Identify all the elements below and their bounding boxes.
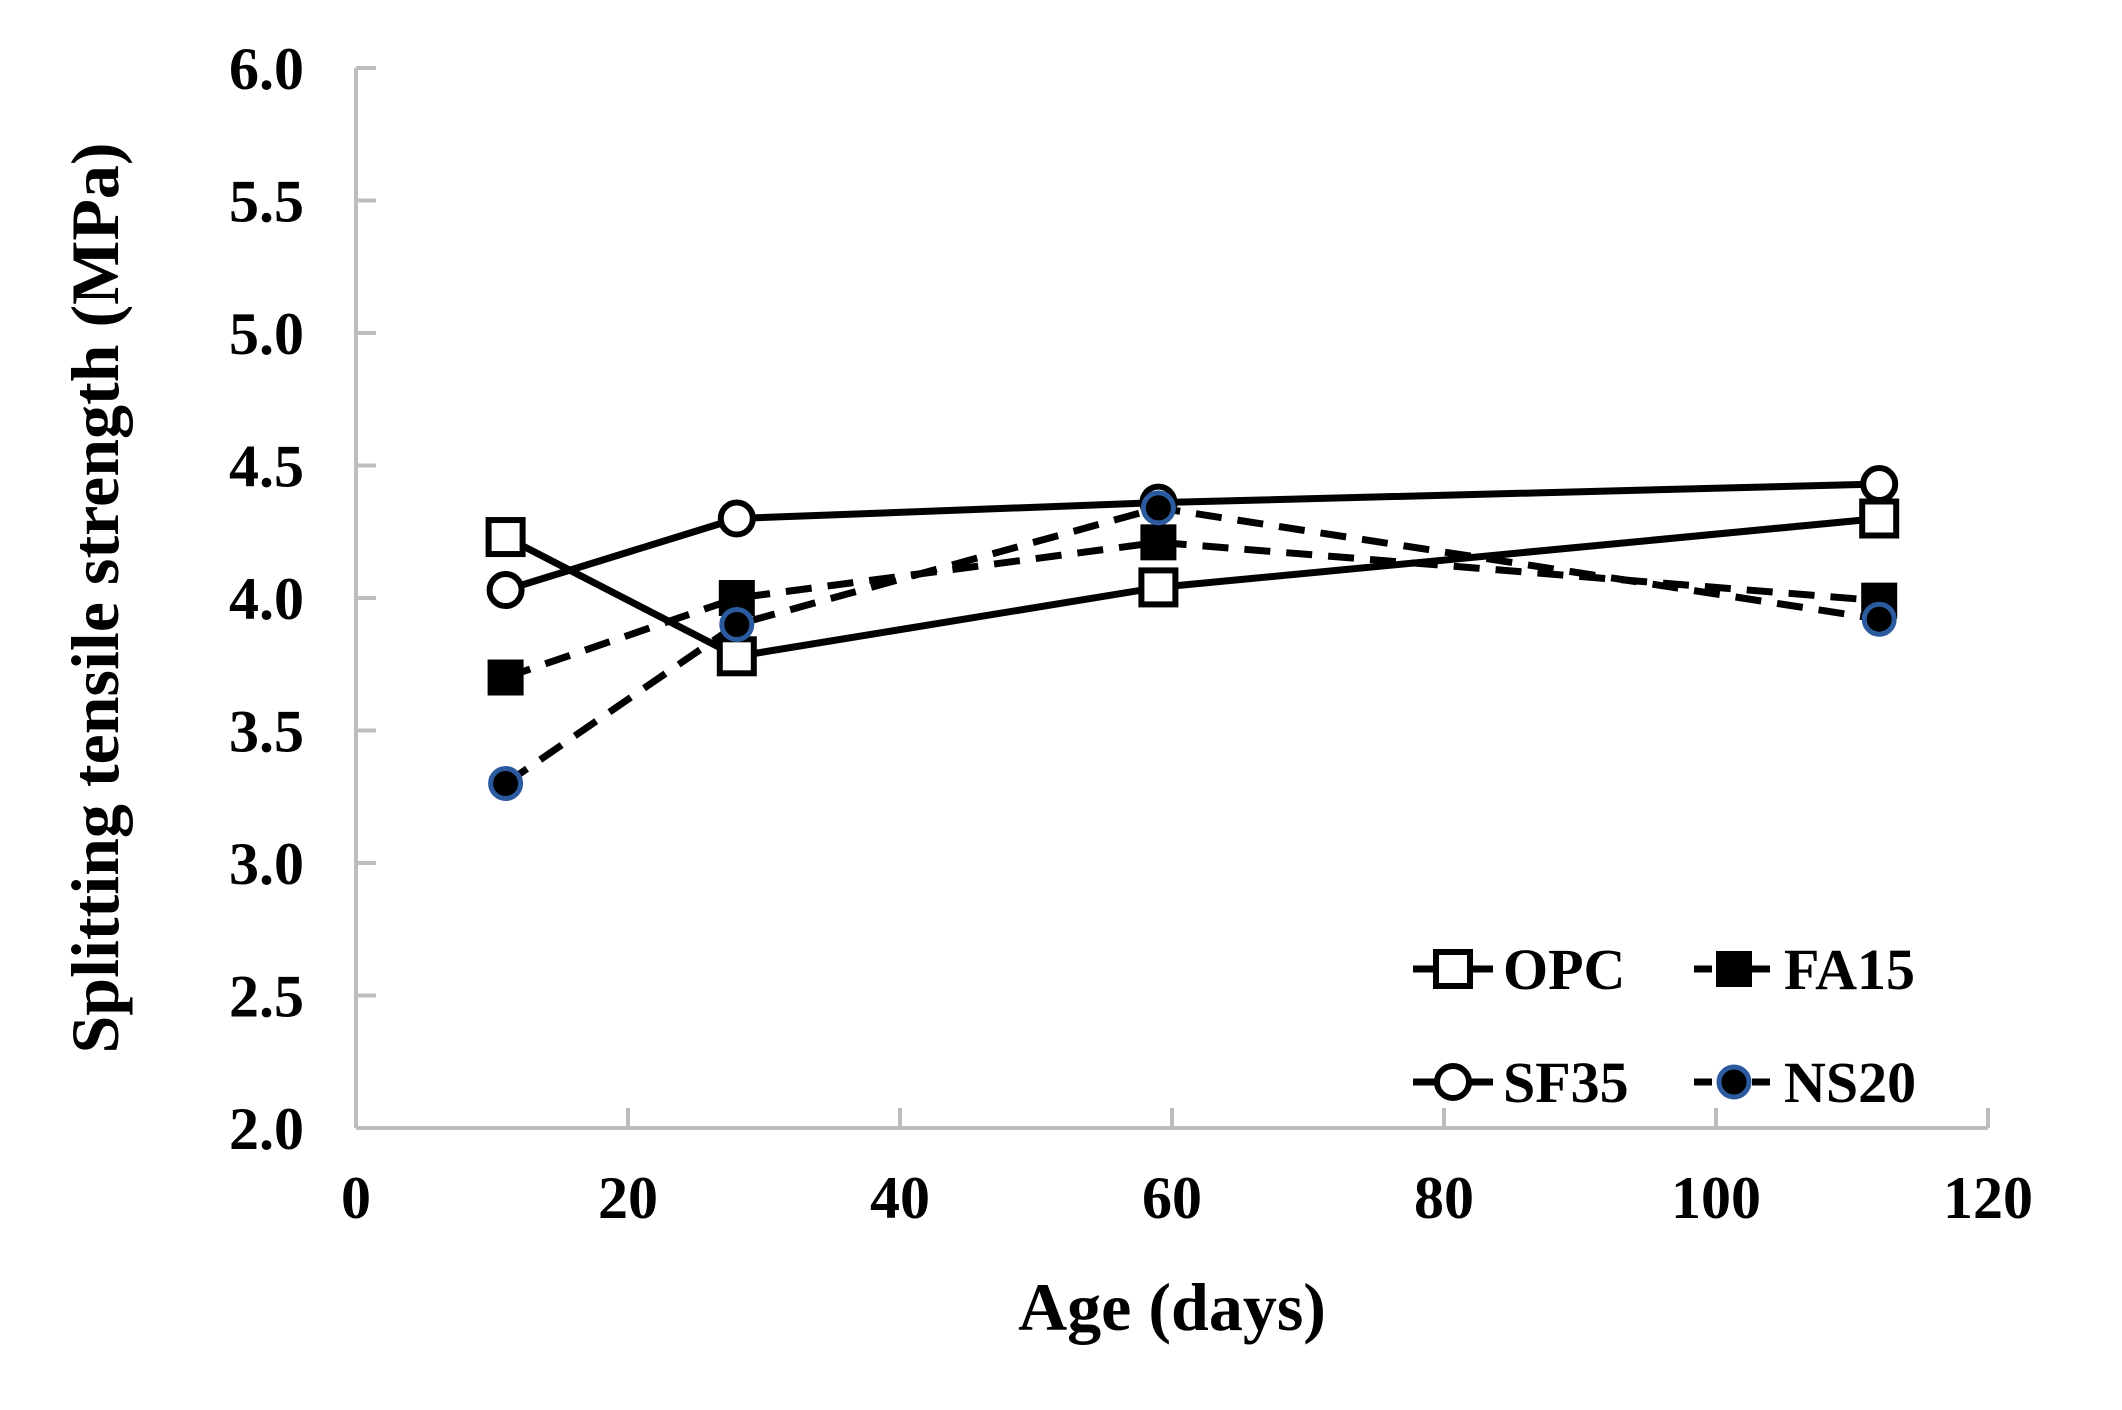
tick-labels: 2.0 2.5 3.0 3.5 4.0 4.5 5.0 5.5 6.0 0 20 40 60 80 100 1… — [229, 36, 2033, 1231]
sf35-marker-open-circle-icon — [717, 499, 756, 538]
series-fa15 — [487, 524, 1898, 696]
opc-marker-open-square-icon — [716, 636, 757, 677]
x-tick-label: 20 — [598, 1165, 658, 1231]
legend-label-fa15: FA15 — [1784, 937, 1915, 1002]
x-tick-label: 120 — [1943, 1165, 2033, 1231]
ns20-marker-filled-circle-icon — [719, 607, 755, 642]
axes — [354, 66, 1990, 1130]
y-tick-label: 4.0 — [229, 566, 304, 632]
opc-marker-open-square-icon — [1138, 567, 1179, 608]
y-tick-label: 2.0 — [229, 1096, 304, 1162]
opc-marker-open-square-icon — [1433, 949, 1473, 989]
y-tick-label: 3.0 — [229, 831, 304, 897]
legend-label-ns20: NS20 — [1784, 1050, 1916, 1115]
fa15-marker-filled-square-icon — [1140, 524, 1177, 561]
series-ns20 — [488, 490, 1897, 801]
opc-series-line — [503, 515, 1880, 660]
legend-label-sf35: SF35 — [1503, 1050, 1629, 1115]
legend-item-fa15: FA15 — [1694, 937, 1915, 1002]
y-tick-label: 2.5 — [229, 964, 304, 1030]
ns20-marker-filled-circle-icon — [1140, 490, 1176, 526]
x-tick-label: 100 — [1671, 1165, 1761, 1231]
y-axis-title: Splitting tensile strength (MPa) — [57, 142, 133, 1053]
series-opc — [485, 498, 1900, 677]
x-tick-label: 80 — [1414, 1165, 1474, 1231]
sf35-marker-open-circle-icon — [1434, 1063, 1472, 1101]
y-tick-label: 3.5 — [229, 699, 304, 765]
sf35-series-line — [504, 480, 1880, 594]
y-tick-label: 6.0 — [229, 36, 304, 102]
sf35-marker-open-circle-icon — [1860, 465, 1899, 504]
sf35-marker-open-circle-icon — [486, 571, 525, 610]
legend-label-opc: OPC — [1503, 937, 1625, 1002]
legend-item-opc: OPC — [1413, 937, 1625, 1002]
legend-item-sf35: SF35 — [1413, 1050, 1629, 1115]
opc-marker-open-square-icon — [485, 517, 526, 558]
x-tick-label: 60 — [1142, 1165, 1202, 1231]
x-tick-label: 0 — [341, 1165, 371, 1231]
legend-item-ns20: NS20 — [1694, 1050, 1916, 1115]
legend: OPC FA15 SF35 NS20 — [1413, 937, 1916, 1115]
fa15-series-line — [504, 538, 1880, 681]
fa15-marker-filled-square-icon — [487, 659, 524, 696]
ns20-marker-filled-circle-icon — [488, 766, 524, 801]
ns20-marker-filled-circle-icon — [1861, 601, 1897, 637]
x-tick-label: 40 — [870, 1165, 930, 1231]
ns20-series-line — [503, 504, 1880, 787]
y-tick-label: 5.5 — [229, 169, 304, 235]
opc-marker-open-square-icon — [1859, 498, 1900, 539]
x-axis-title: Age (days) — [1018, 1269, 1326, 1345]
ns20-marker-filled-circle-icon — [1716, 1064, 1752, 1100]
y-tick-label: 4.5 — [229, 434, 304, 500]
fa15-marker-filled-square-icon — [1716, 951, 1752, 987]
y-tick-label: 5.0 — [229, 301, 304, 367]
